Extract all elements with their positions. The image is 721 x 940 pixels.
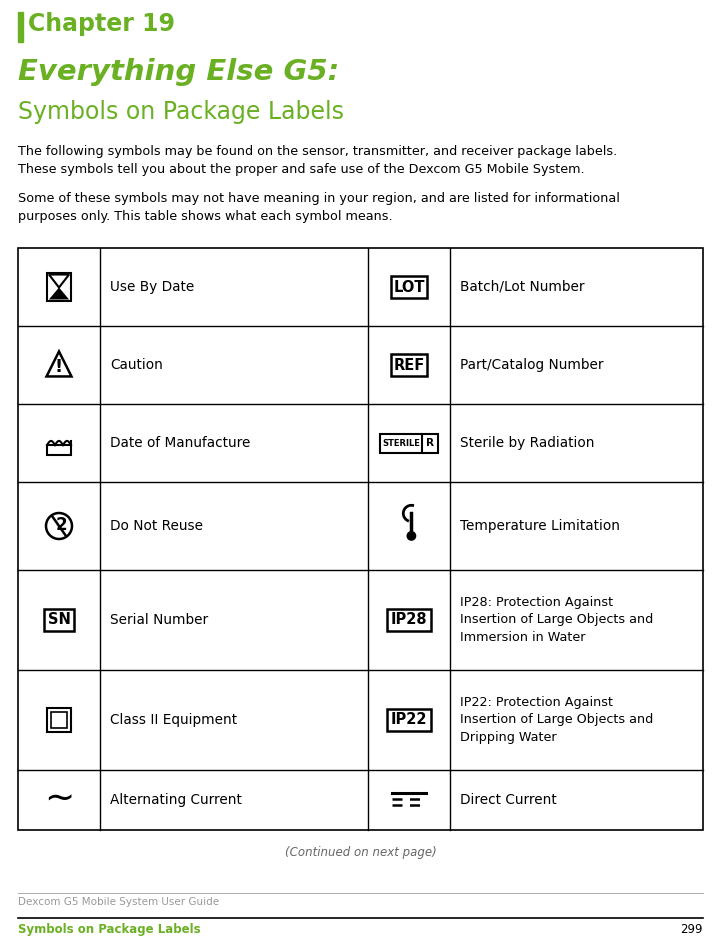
Text: STERILE: STERILE [382,438,420,447]
Bar [391,276,428,298]
Text: SN: SN [48,613,71,628]
Text: IP28: IP28 [391,613,428,628]
Text: IP28: Protection Against
Insertion of Large Objects and
Immersion in Water: IP28: Protection Against Insertion of La… [460,596,653,644]
Bar [47,274,71,301]
Bar [47,445,71,455]
Text: Part/Catalog Number: Part/Catalog Number [460,358,603,372]
Text: Symbols on Package Labels: Symbols on Package Labels [18,923,200,936]
Polygon shape [49,288,69,300]
Text: Batch/Lot Number: Batch/Lot Number [460,280,585,294]
Text: IP22: Protection Against
Insertion of Large Objects and
Dripping Water: IP22: Protection Against Insertion of La… [460,696,653,744]
Text: ∼: ∼ [44,783,74,817]
Text: Dexcom G5 Mobile System User Guide: Dexcom G5 Mobile System User Guide [18,897,219,907]
Bar [18,248,703,830]
Bar [47,708,71,732]
Bar [18,12,23,42]
Bar [51,713,67,728]
Text: IP22: IP22 [391,713,428,728]
Bar [391,354,428,376]
Text: !: ! [55,358,63,376]
Text: Chapter 19: Chapter 19 [28,12,175,36]
Text: 299: 299 [681,923,703,936]
Text: Everything Else G5:: Everything Else G5: [18,58,340,86]
Text: Use By Date: Use By Date [110,280,194,294]
Text: Serial Number: Serial Number [110,613,208,627]
Bar [387,609,430,631]
Text: 2: 2 [56,516,67,534]
Text: (Continued on next page): (Continued on next page) [285,846,436,859]
Text: Alternating Current: Alternating Current [110,793,242,807]
Text: Date of Manufacture: Date of Manufacture [110,436,250,450]
Text: Direct Current: Direct Current [460,793,557,807]
Text: Caution: Caution [110,358,163,372]
Text: Sterile by Radiation: Sterile by Radiation [460,436,595,450]
Bar [387,709,430,730]
Text: The following symbols may be found on the sensor, transmitter, and receiver pack: The following symbols may be found on th… [18,145,617,176]
Text: Symbols on Package Labels: Symbols on Package Labels [18,100,344,124]
Text: Class II Equipment: Class II Equipment [110,713,237,727]
Text: LOT: LOT [393,279,425,294]
Text: Do Not Reuse: Do Not Reuse [110,519,203,533]
Bar [380,433,438,452]
Text: Temperature Limitation: Temperature Limitation [460,519,620,533]
Text: R: R [426,438,434,448]
Bar [44,609,74,631]
Circle shape [407,532,415,540]
Text: Some of these symbols may not have meaning in your region, and are listed for in: Some of these symbols may not have meani… [18,192,620,223]
Text: REF: REF [394,357,425,372]
